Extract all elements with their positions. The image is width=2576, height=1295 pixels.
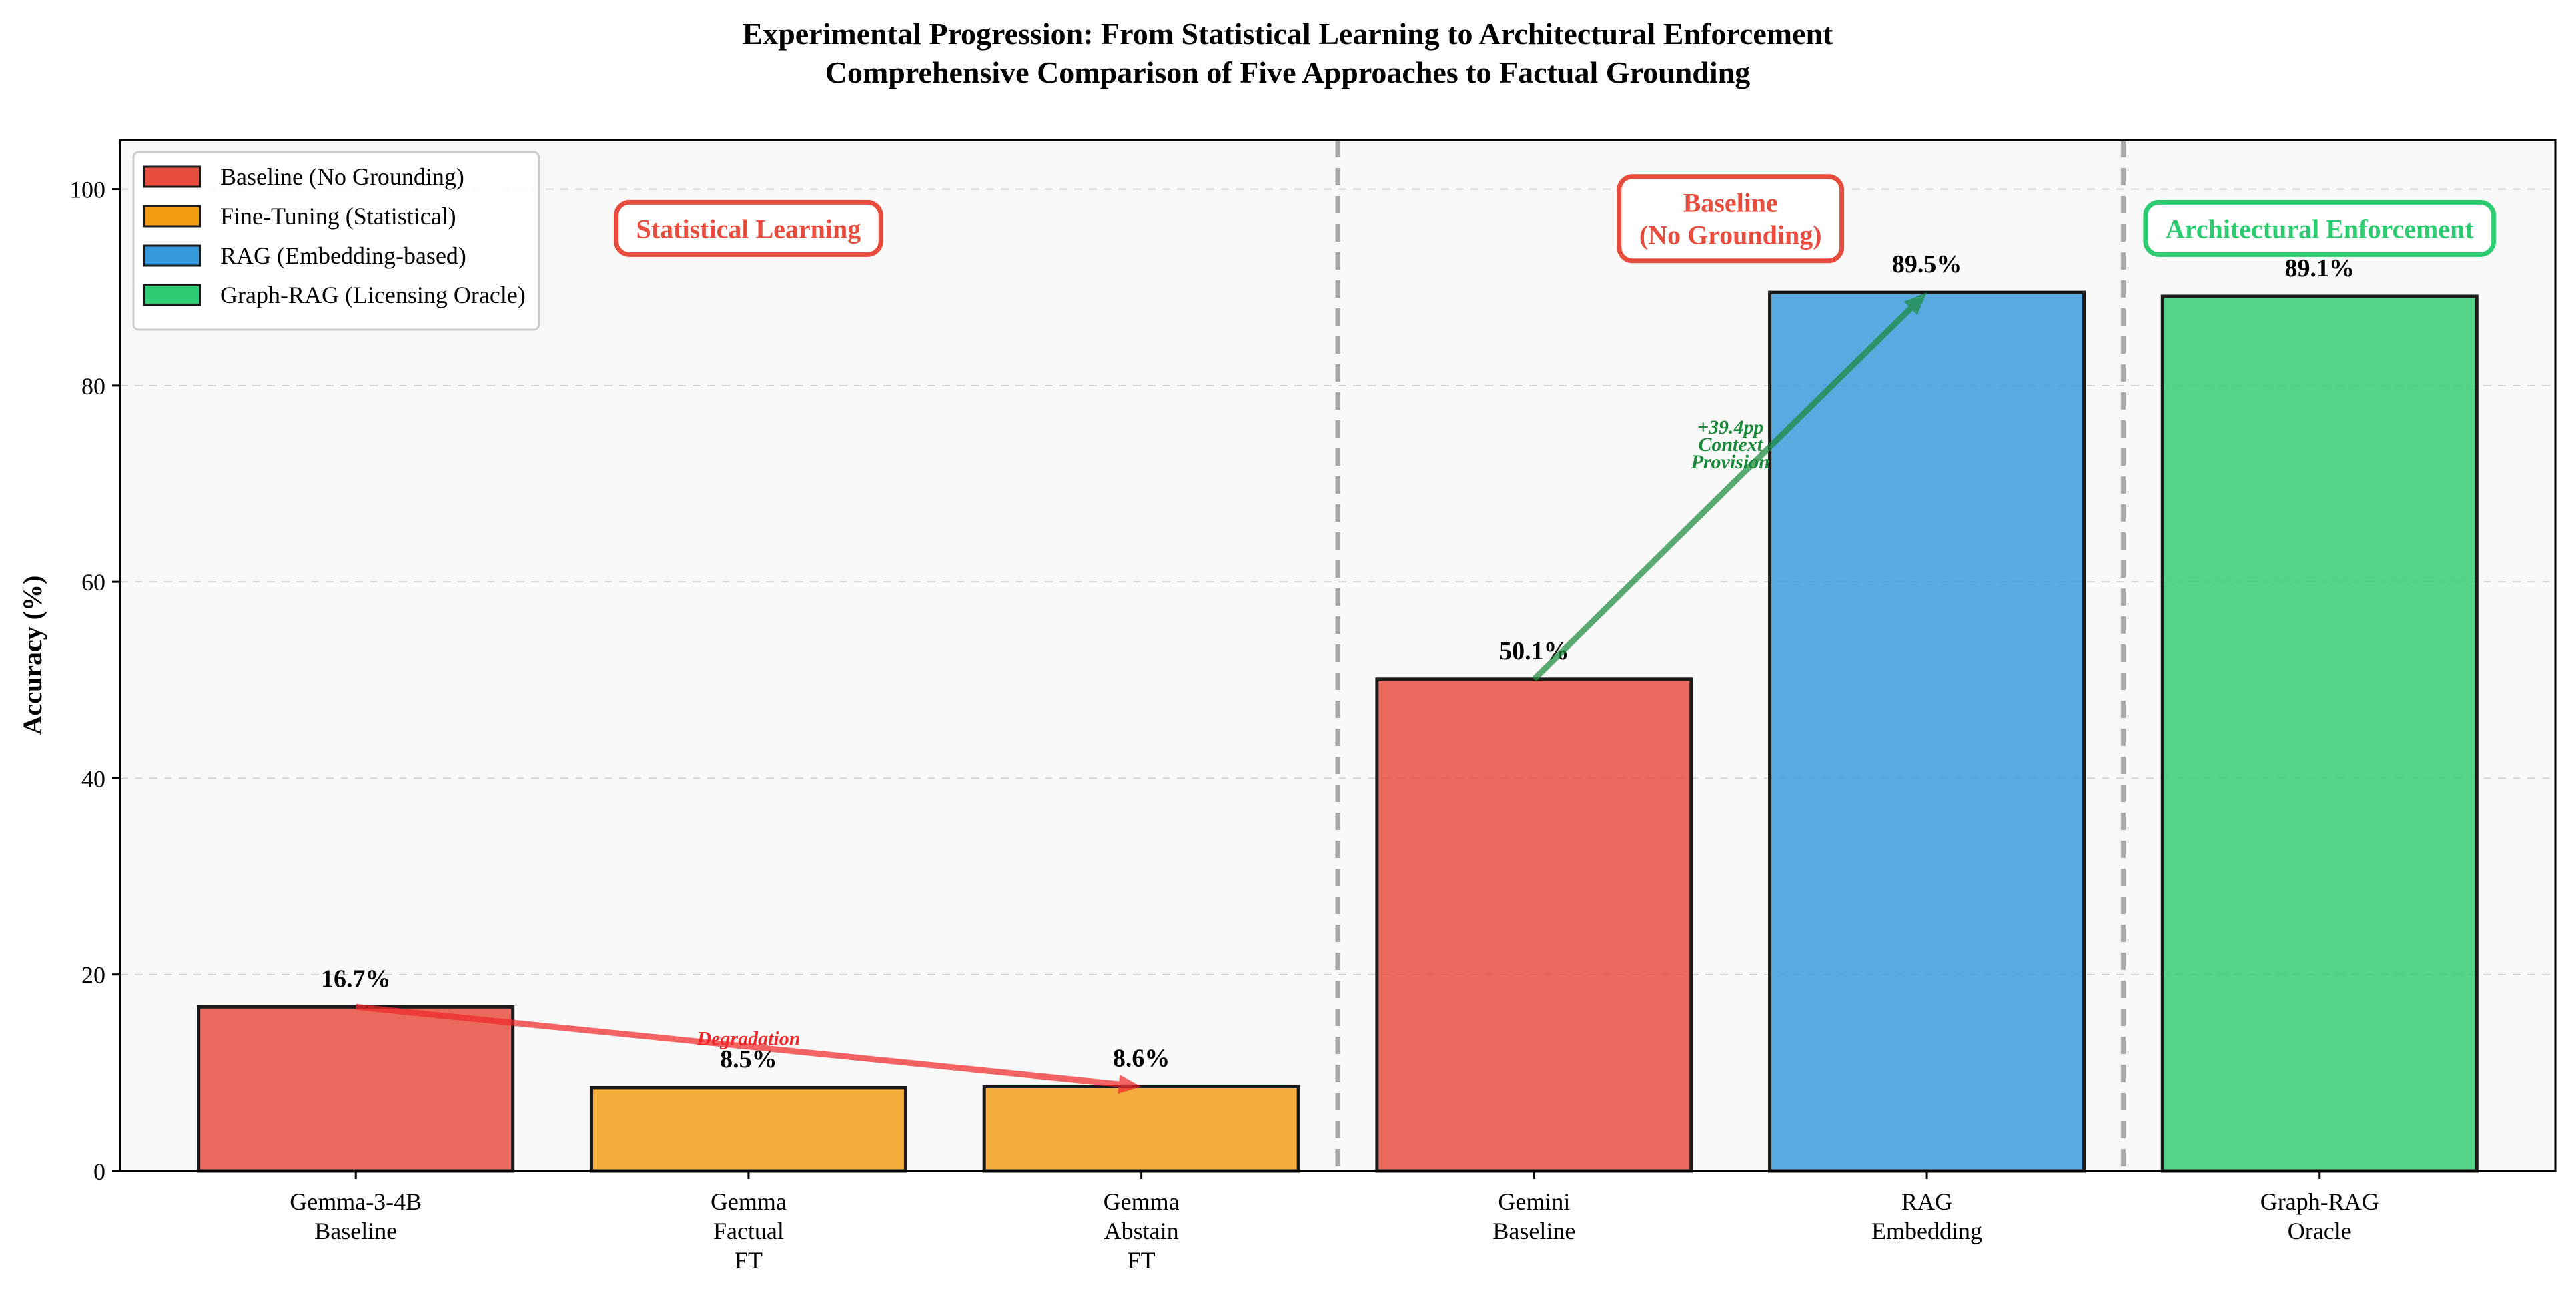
y-tick-label: 40 bbox=[81, 765, 105, 792]
y-tick-label: 80 bbox=[81, 373, 105, 400]
bar bbox=[1768, 290, 2086, 1173]
legend-swatch bbox=[143, 284, 201, 306]
value-label: 89.1% bbox=[2285, 254, 2355, 282]
chart-subtitle: Comprehensive Comparison of Five Approac… bbox=[825, 55, 1750, 89]
x-tick-label: Gemma bbox=[1104, 1188, 1180, 1215]
legend-box bbox=[132, 151, 540, 331]
annotation-label: Context bbox=[1698, 434, 1763, 456]
x-tick-label: Baseline bbox=[314, 1218, 397, 1244]
section-label-box bbox=[2143, 199, 2497, 257]
bar bbox=[197, 1005, 515, 1173]
y-tick-label: 0 bbox=[93, 1158, 105, 1185]
legend-swatch bbox=[143, 244, 201, 267]
section-label: Architectural Enforcement bbox=[2143, 199, 2497, 257]
x-tick-label: Oracle bbox=[2288, 1218, 2352, 1244]
separators bbox=[1335, 140, 2126, 1171]
section-label-text: Statistical Learning bbox=[636, 213, 861, 244]
annotation-arrow-head bbox=[1904, 292, 1927, 315]
y-axis: 0 20 40 60 80 100 bbox=[69, 177, 120, 1185]
section-label-box bbox=[614, 199, 883, 257]
annotation-label: Degradation bbox=[696, 1027, 800, 1049]
annotation-arrow-head bbox=[1118, 1075, 1142, 1094]
grid bbox=[120, 188, 2555, 975]
value-label: 89.5% bbox=[1892, 250, 1962, 278]
annotation-arrow-line bbox=[355, 1003, 1120, 1088]
x-tick-label: Gemma-3-4B bbox=[290, 1188, 422, 1215]
x-tick-label: FT bbox=[1128, 1247, 1156, 1274]
legend-label: Baseline (No Grounding) bbox=[220, 163, 464, 190]
section-label: Statistical Learning bbox=[614, 199, 883, 257]
x-tick-label: Embedding bbox=[1871, 1218, 1982, 1244]
x-tick-label: Factual bbox=[713, 1218, 784, 1244]
x-tick-label: Baseline bbox=[1492, 1218, 1575, 1244]
legend-label: Fine-Tuning (Statistical) bbox=[220, 203, 456, 230]
x-tick-label: Graph-RAG bbox=[2260, 1188, 2379, 1215]
legend: Baseline (No Grounding) Fine-Tuning (Stat… bbox=[132, 151, 540, 331]
y-axis-label: Accuracy (%) bbox=[17, 576, 47, 735]
legend-swatch bbox=[143, 205, 201, 228]
bar bbox=[589, 1086, 907, 1173]
legend-label: Graph-RAG (Licensing Oracle) bbox=[220, 282, 526, 308]
y-tick-label: 20 bbox=[81, 962, 105, 989]
x-tick-label: Abstain bbox=[1104, 1218, 1179, 1244]
value-label: 16.7% bbox=[321, 965, 391, 993]
value-label: 8.6% bbox=[1113, 1044, 1170, 1072]
annotation-label: +39.4pp bbox=[1697, 416, 1764, 438]
x-tick-label: Gemini bbox=[1498, 1188, 1570, 1215]
section-label-text: (No Grounding) bbox=[1639, 220, 1822, 250]
y-tick-label: 100 bbox=[69, 177, 105, 203]
x-tick-label: FT bbox=[735, 1247, 763, 1274]
annotation-label: Provision bbox=[1691, 451, 1770, 473]
section-label: Baseline(No Grounding) bbox=[1617, 174, 1845, 264]
y-tick-label: 60 bbox=[81, 569, 105, 596]
legend-label: RAG (Embedding-based) bbox=[220, 242, 466, 269]
x-tick-label: RAG bbox=[1901, 1188, 1952, 1215]
bar bbox=[1375, 677, 1693, 1173]
value-labels: 16.7%8.5% 8.6%50.1%89.5% 89.1% bbox=[321, 250, 2354, 1073]
annotation-arrow-line bbox=[1532, 306, 1913, 682]
plot-frame bbox=[119, 139, 2557, 1172]
bar bbox=[2160, 294, 2479, 1173]
chart-title: Experimental Progression: From Statistic… bbox=[743, 17, 1834, 51]
legend-swatch bbox=[143, 165, 201, 188]
section-label-text: Architectural Enforcement bbox=[2166, 213, 2474, 244]
section-labels: Statistical Learning Baseline(No Groundin… bbox=[614, 174, 2497, 264]
bar bbox=[982, 1084, 1300, 1173]
x-axis: Gemma-3-4B Baseline Gemma Factual FT Gemma Abs… bbox=[290, 1171, 2379, 1274]
x-tick-label: Gemma bbox=[711, 1188, 787, 1215]
section-label-text: Baseline bbox=[1683, 188, 1778, 218]
section-label-box bbox=[1617, 174, 1845, 264]
